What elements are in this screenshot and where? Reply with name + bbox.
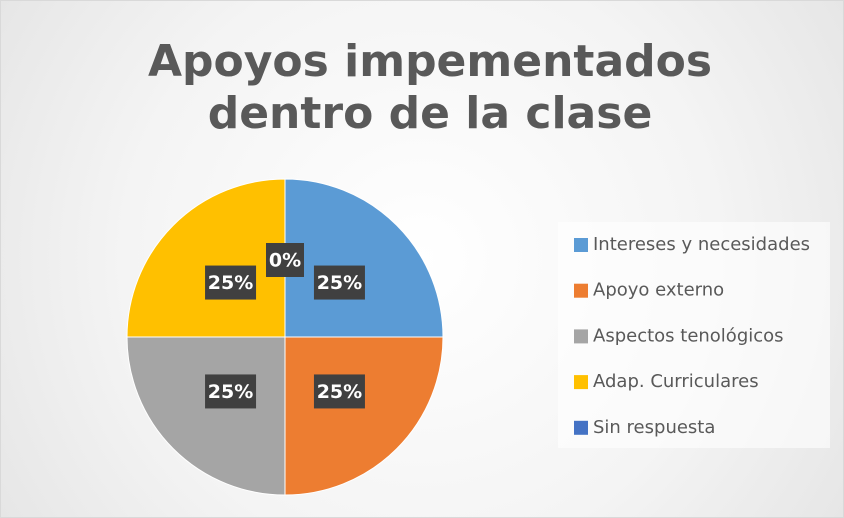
data-label-box: [205, 265, 257, 300]
data-label-box: [313, 374, 365, 409]
data-label-box: [266, 243, 304, 277]
pie-slice: [126, 336, 286, 496]
legend-label: Apoyo externo: [593, 280, 724, 301]
data-label: 25%: [208, 272, 253, 294]
data-label-box: [313, 265, 365, 300]
legend-label: Intereses y necesidades: [593, 234, 810, 255]
legend-swatch: [574, 375, 588, 390]
data-label: 0%: [269, 250, 301, 272]
data-label: 25%: [317, 272, 362, 294]
pie-slice: [126, 178, 286, 338]
pie-slice: [284, 178, 444, 338]
data-label-box: [205, 374, 257, 409]
legend-swatch: [574, 420, 588, 435]
pie-slice: [284, 336, 444, 496]
legend-label: Sin respuesta: [593, 417, 715, 438]
legend-label: Adap. Curriculares: [593, 371, 759, 392]
legend-swatch: [574, 238, 588, 252]
legend-swatch: [574, 329, 588, 344]
data-label: 25%: [317, 381, 362, 403]
data-label: 25%: [208, 381, 253, 403]
chart-title: Apoyos impementados dentro de la clase: [147, 36, 713, 139]
legend-swatch: [574, 283, 588, 298]
legend-box: [558, 222, 830, 448]
legend-label: Aspectos tenológicos: [593, 325, 784, 346]
